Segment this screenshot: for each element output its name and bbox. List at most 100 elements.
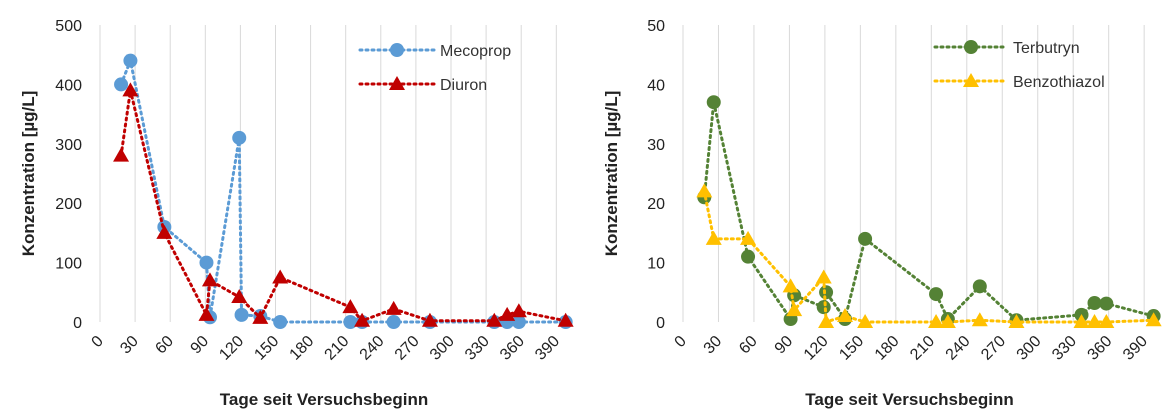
x-tick-label: 330	[462, 333, 493, 364]
x-tick-label: 240	[357, 333, 388, 364]
x-tick-label: 90	[188, 333, 213, 358]
y-tick-label: 300	[55, 137, 82, 154]
y-tick-label: 40	[647, 77, 665, 94]
data-point	[421, 312, 438, 327]
series-line	[119, 55, 568, 324]
data-point	[816, 300, 831, 315]
data-point	[696, 183, 713, 198]
data-point	[343, 315, 358, 329]
data-point	[858, 231, 873, 246]
legend-marker	[964, 40, 978, 54]
data-point	[786, 302, 803, 317]
x-tick-label: 300	[427, 333, 458, 364]
y-axis-title: Konzentration [µg/L]	[19, 91, 38, 257]
chart-terbutryn-benzothiazol: 0 30 60 90 120 150 180 210 240 270 300 330 360 390 0 10…	[602, 18, 1162, 409]
series-line	[702, 101, 1156, 324]
legend-label: Diuron	[440, 77, 487, 94]
x-tick-label: 180	[287, 333, 318, 364]
legend-marker	[963, 73, 979, 87]
series-line	[702, 189, 1156, 325]
series-mecoprop	[114, 53, 573, 329]
y-tick-label: 500	[55, 18, 82, 35]
x-tick-label: 60	[152, 333, 177, 358]
legend-label: Mecoprop	[440, 43, 511, 60]
chart-mecoprop-diuron: 0 30 60 90 120 150 180 210 240 270 300 330 360 390010…	[19, 18, 574, 409]
x-tick-label: 210	[907, 333, 938, 364]
data-point	[122, 82, 139, 97]
x-tick-label: 270	[978, 333, 1009, 364]
data-point	[857, 314, 874, 328]
data-point	[815, 269, 832, 284]
x-tick-label: 210	[322, 333, 353, 364]
y-axis: 0 10 20 30 40 50	[647, 18, 665, 332]
data-point	[342, 299, 359, 314]
data-point	[201, 272, 218, 287]
series-line	[119, 89, 568, 323]
data-point	[928, 314, 945, 328]
y-tick-label: 50	[647, 18, 665, 35]
x-tick-label: 60	[736, 333, 761, 358]
y-tick-label: 400	[55, 77, 82, 94]
x-tick-label: 120	[216, 333, 247, 364]
x-tick-label: 240	[943, 333, 974, 364]
data-point	[156, 224, 173, 239]
x-tick-label: 150	[836, 333, 867, 364]
data-point	[837, 308, 854, 323]
data-point	[706, 95, 721, 110]
data-point	[782, 278, 799, 293]
data-point	[819, 285, 834, 300]
data-point	[252, 309, 269, 324]
x-tick-label: 390	[532, 333, 563, 364]
x-tick-label: 0	[672, 333, 690, 351]
series-benzothiazol	[696, 183, 1162, 328]
data-point	[1145, 312, 1162, 327]
data-point	[272, 269, 289, 284]
x-tick-label: 120	[801, 333, 832, 364]
data-point	[1086, 314, 1103, 328]
y-axis: 0 100 200 300 400 500	[55, 18, 82, 332]
data-point	[199, 255, 214, 270]
data-point	[972, 279, 987, 294]
y-tick-label: 0	[73, 315, 82, 332]
series-terbutryn	[697, 95, 1161, 328]
x-tick-label: 270	[392, 333, 423, 364]
x-tick-label: 360	[497, 333, 528, 364]
data-point	[1087, 295, 1102, 310]
x-tick-label: 390	[1120, 333, 1151, 364]
legend-entry: Benzothiazol	[933, 73, 1105, 91]
x-axis: 0 30 60 90 120 150 180 210 240 270 300 330 360 390	[89, 25, 563, 364]
data-point	[971, 312, 988, 327]
data-point	[385, 300, 402, 315]
x-tick-label: 330	[1049, 333, 1080, 364]
data-point	[1073, 314, 1090, 328]
legend-marker	[389, 76, 405, 90]
x-tick-label: 30	[701, 333, 726, 358]
legend-label: Benzothiazol	[1013, 74, 1105, 91]
data-point	[1008, 314, 1025, 328]
y-axis-title: Konzentration [µg/L]	[602, 91, 621, 257]
data-point	[511, 315, 526, 329]
data-point	[123, 53, 138, 68]
x-tick-label: 30	[117, 333, 142, 358]
data-point	[486, 312, 503, 327]
x-tick-label: 180	[872, 333, 903, 364]
legend-entry: Mecoprop	[358, 43, 511, 60]
x-tick-label: 90	[772, 333, 797, 358]
legend-entry: Diuron	[358, 76, 487, 94]
series-diuron	[113, 82, 574, 327]
x-axis-title: Tage seit Versuchsbeginn	[220, 390, 428, 409]
data-point	[818, 314, 835, 328]
data-point	[1099, 296, 1114, 311]
data-point	[386, 315, 401, 329]
data-point	[929, 287, 944, 302]
data-point	[232, 130, 247, 145]
x-tick-label: 300	[1014, 333, 1045, 364]
legend-entry: Terbutryn	[933, 40, 1080, 57]
data-point	[113, 147, 130, 162]
data-point	[198, 306, 215, 321]
y-tick-label: 30	[647, 137, 665, 154]
data-point	[510, 303, 527, 318]
y-tick-label: 200	[55, 196, 82, 213]
data-point	[499, 306, 516, 321]
